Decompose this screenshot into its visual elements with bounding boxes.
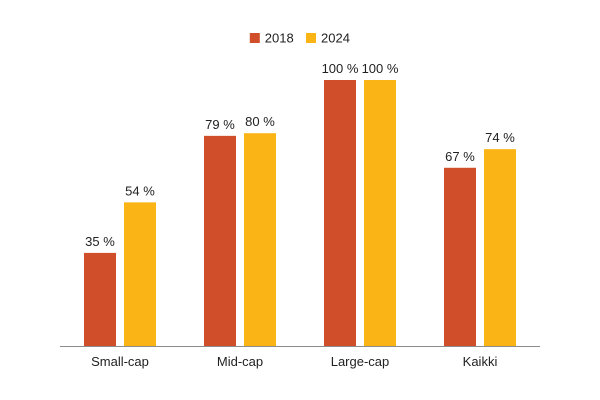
data-label: 100 % bbox=[362, 61, 399, 76]
legend-item-2018: 2018 bbox=[249, 31, 294, 46]
legend-item-2024: 2024 bbox=[306, 31, 350, 46]
bar-mid-cap-2018 bbox=[204, 135, 236, 346]
data-label: 74 % bbox=[485, 130, 515, 145]
legend-swatch bbox=[306, 33, 316, 43]
bar-large-cap-2024 bbox=[364, 80, 396, 346]
legend: 2018 2024 bbox=[249, 31, 350, 46]
legend-label: 2024 bbox=[321, 31, 350, 46]
data-label: 80 % bbox=[245, 114, 275, 129]
x-tick-labels: Small-cap Mid-cap Large-cap Kaikki bbox=[91, 354, 497, 369]
legend-label: 2018 bbox=[265, 31, 294, 46]
data-label: 35 % bbox=[85, 234, 115, 249]
x-tick-label: Kaikki bbox=[463, 354, 498, 369]
bar-small-cap-2024 bbox=[124, 202, 156, 346]
data-labels: 35 % 54 % 79 % 80 % 100 % 100 % 67 % 74 % bbox=[85, 61, 515, 249]
bar-kaikki-2018 bbox=[444, 167, 476, 346]
legend-swatch bbox=[249, 33, 260, 43]
x-tick-label: Mid-cap bbox=[217, 354, 263, 369]
bar-small-cap-2018 bbox=[84, 252, 116, 346]
data-label: 79 % bbox=[205, 117, 235, 132]
bar-large-cap-2018 bbox=[324, 80, 356, 346]
x-tick-label: Large-cap bbox=[331, 354, 390, 369]
bar-mid-cap-2024 bbox=[244, 133, 276, 346]
data-label: 67 % bbox=[445, 149, 475, 164]
data-label: 100 % bbox=[322, 61, 359, 76]
bars bbox=[84, 80, 516, 346]
bar-kaikki-2024 bbox=[484, 149, 516, 346]
x-tick-label: Small-cap bbox=[91, 354, 149, 369]
data-label: 54 % bbox=[125, 183, 155, 198]
